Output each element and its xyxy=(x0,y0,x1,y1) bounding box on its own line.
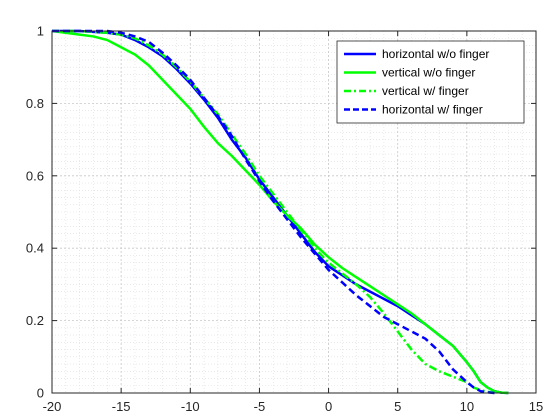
x-tick-label: -10 xyxy=(181,399,200,414)
series-lines xyxy=(51,29,509,395)
legend-label-3: vertical w/ finger xyxy=(382,84,469,98)
y-tick-label: 0.6 xyxy=(26,168,44,183)
y-tick-label: 1 xyxy=(37,24,44,39)
x-tick-label: 15 xyxy=(529,399,543,414)
x-tick-label: 5 xyxy=(394,399,401,414)
axis-ticks xyxy=(51,30,537,394)
legend-label-1: horizontal w/o finger xyxy=(382,47,489,61)
plot-frame xyxy=(51,30,537,394)
legend: horizontal w/o finger vertical w/o finger… xyxy=(336,40,525,124)
series-line-2 xyxy=(51,29,509,395)
x-tick-label: -5 xyxy=(254,399,266,414)
legend-label-2: vertical w/o finger xyxy=(382,66,475,80)
x-tick-label: 10 xyxy=(460,399,474,414)
axis-tick-labels: -20 -15 -10 -5 0 5 10 15 0 0.2 0.4 0.6 0.8 1 xyxy=(26,24,543,415)
legend-label-4: horizontal w/ finger xyxy=(382,103,483,117)
y-tick-label: 0.8 xyxy=(26,96,44,111)
x-tick-label: 0 xyxy=(325,399,332,414)
x-tick-label: -15 xyxy=(112,399,131,414)
series-line-3 xyxy=(52,29,495,395)
series-line-4 xyxy=(52,29,495,395)
x-tick-label: -20 xyxy=(43,399,62,414)
y-tick-label: 0.4 xyxy=(26,241,44,256)
y-tick-label: 0 xyxy=(37,386,44,401)
y-tick-label: 0.2 xyxy=(26,313,44,328)
